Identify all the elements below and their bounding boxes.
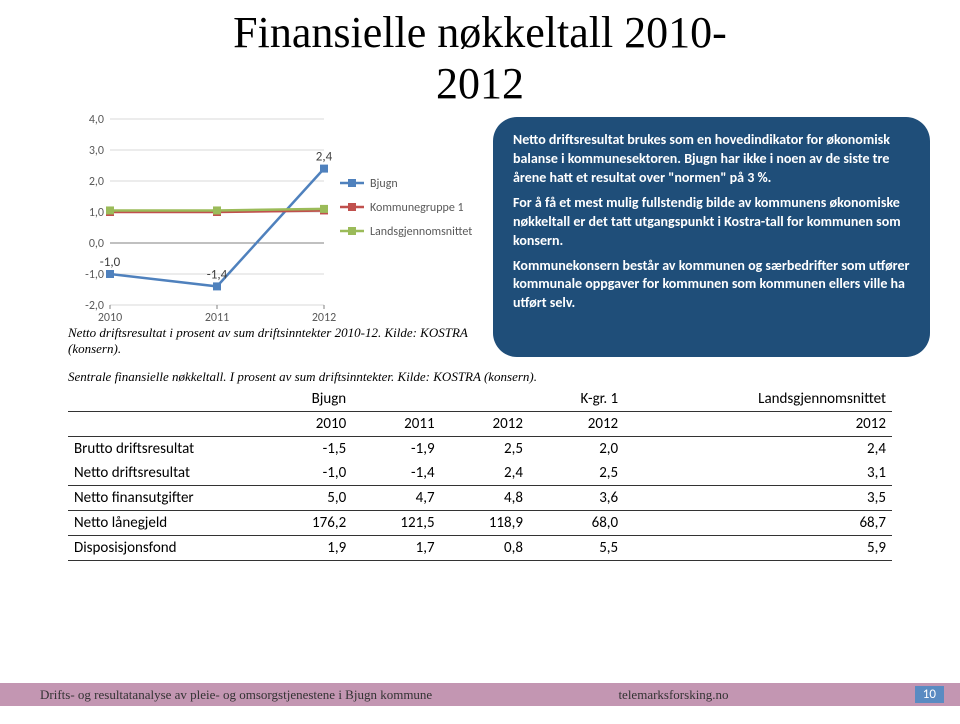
- row-label-cell: Netto driftsresultat: [68, 461, 263, 486]
- svg-text:Kommunegruppe 1: Kommunegruppe 1: [370, 201, 464, 215]
- value-cell: 1,9: [263, 536, 352, 561]
- netto-driftsresultat-chart: -2,0-1,00,01,02,03,04,0201020112012-1,0-…: [68, 113, 473, 323]
- value-cell: 3,6: [529, 486, 624, 511]
- value-cell: 2,5: [441, 437, 529, 462]
- value-cell: 2,4: [441, 461, 529, 486]
- table-row: Netto driftsresultat-1,0-1,42,42,53,1: [68, 461, 892, 486]
- value-cell: 2,0: [529, 437, 624, 462]
- row-label-cell: Netto lånegjeld: [68, 511, 263, 536]
- value-cell: 0,8: [441, 536, 529, 561]
- svg-text:Bjugn: Bjugn: [370, 177, 398, 191]
- group-header-cell: Bjugn: [263, 387, 352, 412]
- value-cell: -1,9: [352, 437, 440, 462]
- table-row: Disposisjonsfond1,91,70,85,55,9: [68, 536, 892, 561]
- table-row: Netto lånegjeld176,2121,5118,968,068,7: [68, 511, 892, 536]
- value-cell: 2011: [352, 412, 440, 437]
- title-line1: Finansielle nøkkeltall 2010-: [233, 8, 727, 57]
- svg-text:2012: 2012: [312, 311, 336, 323]
- svg-text:0,0: 0,0: [89, 237, 104, 251]
- value-cell: 121,5: [352, 511, 440, 536]
- callout-p3: Kommunekonsern består av kommunen og sær…: [513, 257, 910, 314]
- value-cell: 68,7: [624, 511, 892, 536]
- table-caption: Sentrale finansielle nøkkeltall. I prose…: [68, 369, 960, 385]
- value-cell: 2012: [441, 412, 529, 437]
- svg-text:2010: 2010: [98, 311, 122, 323]
- row-label-cell: Netto finansutgifter: [68, 486, 263, 511]
- svg-text:2011: 2011: [205, 311, 229, 323]
- footer-right: telemarksforsking.no: [618, 687, 728, 703]
- group-header-cell: Landsgjennomsnittet: [624, 387, 892, 412]
- callout-p1: Netto driftsresultat brukes som en hoved…: [513, 131, 910, 188]
- value-cell: -1,4: [352, 461, 440, 486]
- row-label-cell: [68, 412, 263, 437]
- value-cell: 5,0: [263, 486, 352, 511]
- value-cell: 68,0: [529, 511, 624, 536]
- table-row: Brutto driftsresultat-1,5-1,92,52,02,4: [68, 437, 892, 462]
- financial-table: BjugnK-gr. 1Landsgjennomsnittet201020112…: [68, 387, 892, 561]
- info-callout: Netto driftsresultat brukes som en hoved…: [493, 117, 930, 357]
- svg-text:2,4: 2,4: [316, 150, 333, 165]
- chart-caption: Netto driftsresultat i prosent av sum dr…: [68, 325, 473, 357]
- value-cell: 3,5: [624, 486, 892, 511]
- value-cell: 4,8: [441, 486, 529, 511]
- value-cell: 4,7: [352, 486, 440, 511]
- svg-text:-1,0: -1,0: [100, 255, 121, 270]
- group-header-cell: K-gr. 1: [529, 387, 624, 412]
- slide-footer: Drifts- og resultatanalyse av pleie- og …: [0, 683, 960, 706]
- svg-text:Landsgjennomsnittet: Landsgjennomsnittet: [370, 225, 472, 239]
- group-header-cell: [352, 387, 440, 412]
- svg-text:3,0: 3,0: [89, 144, 104, 158]
- value-cell: 2,5: [529, 461, 624, 486]
- svg-text:1,0: 1,0: [89, 206, 104, 220]
- callout-p2: For å få et mest mulig fullstendig bilde…: [513, 194, 910, 251]
- page-number: 10: [915, 686, 944, 703]
- value-cell: 2010: [263, 412, 352, 437]
- value-cell: -1,0: [263, 461, 352, 486]
- footer-left: Drifts- og resultatanalyse av pleie- og …: [40, 687, 432, 703]
- svg-text:-1,0: -1,0: [85, 268, 104, 282]
- title-line2: 2012: [436, 59, 524, 108]
- value-cell: 3,1: [624, 461, 892, 486]
- page-title: Finansielle nøkkeltall 2010- 2012: [0, 8, 960, 109]
- value-cell: 5,9: [624, 536, 892, 561]
- row-label-cell: Disposisjonsfond: [68, 536, 263, 561]
- value-cell: 1,7: [352, 536, 440, 561]
- value-cell: 5,5: [529, 536, 624, 561]
- svg-text:2,0: 2,0: [89, 175, 104, 189]
- row-label-cell: Brutto driftsresultat: [68, 437, 263, 462]
- table-row: Netto finansutgifter5,04,74,83,63,5: [68, 486, 892, 511]
- group-header-cell: [441, 387, 529, 412]
- value-cell: 2012: [624, 412, 892, 437]
- year-header-row: 20102011201220122012: [68, 412, 892, 437]
- group-header-cell: [68, 387, 263, 412]
- value-cell: 2,4: [624, 437, 892, 462]
- svg-text:-1,4: -1,4: [207, 268, 228, 283]
- value-cell: -1,5: [263, 437, 352, 462]
- value-cell: 176,2: [263, 511, 352, 536]
- value-cell: 2012: [529, 412, 624, 437]
- value-cell: 118,9: [441, 511, 529, 536]
- svg-text:4,0: 4,0: [89, 113, 104, 127]
